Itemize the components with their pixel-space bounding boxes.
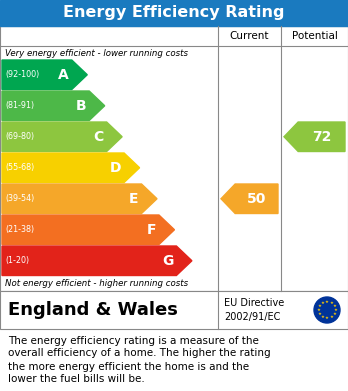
Polygon shape [2, 60, 87, 90]
Text: A: A [58, 68, 69, 82]
Text: (1-20): (1-20) [5, 256, 29, 265]
Text: Current: Current [230, 31, 269, 41]
Text: 2002/91/EC: 2002/91/EC [224, 312, 280, 322]
Circle shape [314, 297, 340, 323]
Text: (92-100): (92-100) [5, 70, 39, 79]
Text: E: E [129, 192, 139, 206]
Polygon shape [2, 246, 192, 276]
Text: England & Wales: England & Wales [8, 301, 178, 319]
Text: D: D [110, 161, 121, 175]
Text: ★: ★ [318, 304, 322, 308]
Text: Potential: Potential [292, 31, 338, 41]
Text: EU Directive: EU Directive [224, 298, 284, 308]
Bar [0, 0, 348, 26]
Text: ★: ★ [333, 308, 337, 312]
Text: F: F [147, 223, 156, 237]
Bar [0, 291, 348, 329]
Text: Energy Efficiency Rating: Energy Efficiency Rating [63, 5, 285, 20]
Text: lower the fuel bills will be.: lower the fuel bills will be. [8, 375, 145, 384]
Text: overall efficiency of a home. The higher the rating: overall efficiency of a home. The higher… [8, 348, 271, 359]
Text: (21-38): (21-38) [5, 225, 34, 234]
Text: 50: 50 [247, 192, 266, 206]
Text: 72: 72 [312, 130, 331, 144]
Text: the more energy efficient the home is and the: the more energy efficient the home is an… [8, 362, 249, 371]
Text: ★: ★ [332, 304, 336, 308]
Text: Not energy efficient - higher running costs: Not energy efficient - higher running co… [5, 280, 188, 289]
Text: ★: ★ [317, 308, 321, 312]
Text: (39-54): (39-54) [5, 194, 34, 203]
Polygon shape [2, 153, 140, 183]
Text: (55-68): (55-68) [5, 163, 34, 172]
Text: ★: ★ [329, 301, 333, 305]
Text: ★: ★ [318, 312, 322, 316]
Text: B: B [76, 99, 86, 113]
Text: (81-91): (81-91) [5, 101, 34, 110]
Text: (69-80): (69-80) [5, 132, 34, 141]
Text: ★: ★ [325, 300, 329, 304]
Polygon shape [221, 184, 278, 213]
Text: ★: ★ [321, 315, 325, 319]
Text: The energy efficiency rating is a measure of the: The energy efficiency rating is a measur… [8, 335, 259, 346]
Polygon shape [2, 91, 105, 120]
Text: ★: ★ [321, 301, 325, 305]
Text: ★: ★ [329, 315, 333, 319]
Text: C: C [93, 130, 104, 144]
Text: Very energy efficient - lower running costs: Very energy efficient - lower running co… [5, 48, 188, 57]
Bar [0, 26, 348, 291]
Polygon shape [2, 122, 122, 151]
Polygon shape [284, 122, 345, 151]
Polygon shape [2, 215, 174, 244]
Polygon shape [2, 184, 157, 213]
Text: G: G [162, 254, 173, 268]
Text: ★: ★ [332, 312, 336, 316]
Text: ★: ★ [325, 316, 329, 320]
